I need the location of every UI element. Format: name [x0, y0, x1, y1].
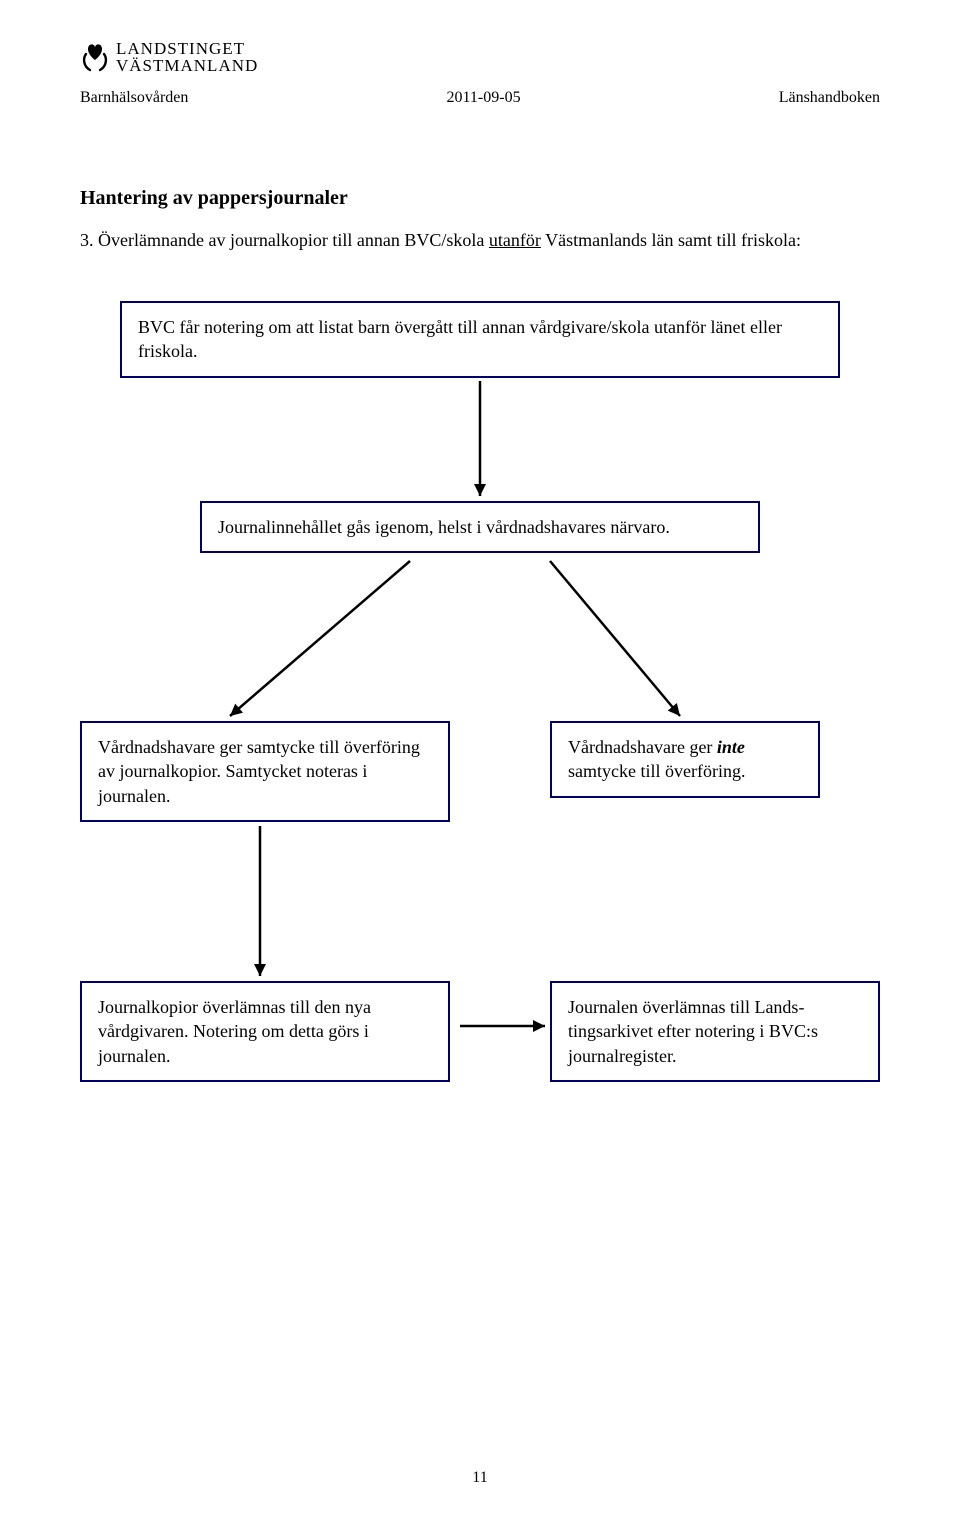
flow-node: Vårdnadshavare ger samtycke till överför…: [80, 721, 450, 822]
page-number: 11: [0, 1469, 960, 1487]
subtitle-underlined: utanför: [489, 230, 541, 250]
org-logo: LANDSTINGET VÄSTMANLAND: [80, 40, 258, 79]
org-name: LANDSTINGET VÄSTMANLAND: [116, 40, 258, 74]
page-title: Hantering av pappersjournaler: [80, 187, 880, 210]
flowchart: BVC får notering om att listat barn över…: [80, 301, 880, 1251]
flow-arrow: [248, 814, 272, 988]
section-subtitle: 3. Överlämnande av journalkopior till an…: [80, 230, 880, 251]
meta-left: Barnhälsovården: [80, 89, 188, 107]
flow-arrow: [218, 549, 422, 728]
subtitle-suffix: Västmanlands län samt till friskola:: [541, 230, 801, 250]
heart-icon: [80, 40, 110, 79]
meta-right: Länshandboken: [779, 89, 880, 107]
flow-node: Journalkopior överlämnas till den nya vå…: [80, 981, 450, 1082]
flow-node: Vårdnadshavare ger inte samtycke till öv…: [550, 721, 820, 798]
org-name-line1: LANDSTINGET: [116, 40, 258, 57]
subtitle-prefix: 3. Överlämnande av journalkopior till an…: [80, 230, 489, 250]
flow-arrow: [448, 1014, 557, 1038]
flow-arrow: [468, 369, 492, 508]
flow-node: Journalinnehållet gås igenom, helst i vå…: [200, 501, 760, 553]
flow-node: Journalen överlämnas till Lands-tingsark…: [550, 981, 880, 1082]
page-meta: Barnhälsovården 2011-09-05 Länshandboken: [80, 89, 880, 107]
flow-node: BVC får notering om att listat barn över…: [120, 301, 840, 378]
flow-arrow: [538, 549, 692, 728]
meta-center: 2011-09-05: [447, 89, 521, 107]
org-name-line2: VÄSTMANLAND: [116, 57, 258, 74]
document-page: LANDSTINGET VÄSTMANLAND Barnhälsovården …: [0, 0, 960, 1517]
org-header: LANDSTINGET VÄSTMANLAND: [80, 40, 880, 79]
